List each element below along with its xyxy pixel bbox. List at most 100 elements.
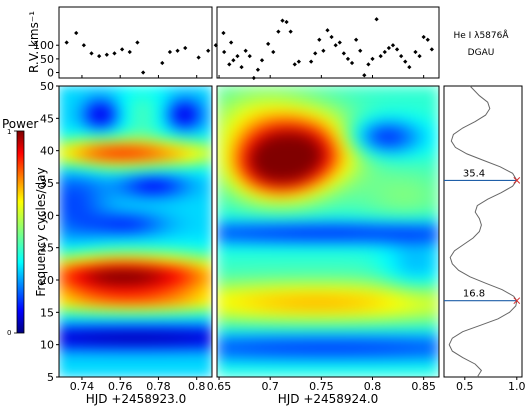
heat-cell-right-25-20 — [370, 212, 378, 220]
heat-cell-left-9-31 — [115, 281, 124, 289]
heat-cell-left-21-37 — [192, 319, 200, 327]
heat-cell-left-0-26 — [59, 249, 66, 258]
heat-cell-left-13-3 — [141, 104, 149, 112]
heat-cell-right-32-26 — [413, 249, 421, 258]
heat-cell-left-19-24 — [179, 237, 187, 245]
heat-cell-left-9-29 — [115, 268, 124, 277]
heat-cell-left-16-31 — [160, 281, 168, 289]
heat-cell-right-13-9 — [296, 142, 304, 150]
heat-cell-right-0-37 — [217, 319, 224, 327]
heat-cell-left-1-19 — [64, 205, 73, 214]
heat-cell-right-2-3 — [228, 104, 236, 112]
heat-cell-right-21-25 — [346, 243, 354, 251]
heat-cell-right-29-3 — [395, 104, 403, 112]
heat-cell-left-0-9 — [59, 142, 66, 150]
heat-cell-left-5-37 — [90, 319, 98, 327]
heat-cell-right-28-27 — [389, 256, 397, 264]
heat-cell-left-19-21 — [179, 218, 187, 226]
heat-cell-right-22-25 — [352, 243, 360, 251]
heat-cell-left-13-38 — [141, 325, 149, 334]
heat-cell-right-7-1 — [259, 91, 267, 100]
heat-cell-right-18-38 — [327, 325, 335, 334]
heat-cell-left-8-4 — [109, 110, 117, 119]
heat-cell-left-17-13 — [166, 167, 175, 176]
heat-cell-left-0-15 — [59, 180, 66, 188]
heat-cell-right-0-23 — [217, 231, 224, 239]
heat-cell-right-27-43 — [383, 357, 391, 365]
heat-cell-right-17-16 — [321, 186, 329, 195]
heat-cell-left-23-21 — [205, 218, 212, 226]
heat-cell-right-17-38 — [321, 325, 329, 334]
heat-cell-right-8-36 — [265, 313, 273, 321]
heat-cell-right-16-34 — [315, 300, 323, 308]
heat-cell-right-30-22 — [401, 224, 409, 232]
heat-cell-right-10-9 — [278, 142, 286, 150]
heat-cell-right-4-44 — [241, 363, 249, 372]
heat-cell-right-3-11 — [235, 155, 243, 163]
heat-cell-right-20-16 — [339, 186, 347, 195]
heat-cell-left-1-40 — [64, 338, 73, 346]
heat-cell-right-4-32 — [241, 287, 249, 296]
heat-cell-right-27-45 — [383, 370, 391, 377]
heat-cell-right-7-15 — [259, 180, 267, 188]
heat-cell-right-19-22 — [333, 224, 341, 232]
heat-cell-right-1-28 — [222, 262, 230, 270]
heat-cell-right-11-5 — [284, 117, 292, 125]
heat-cell-right-27-15 — [383, 180, 391, 188]
heat-cell-left-9-37 — [115, 319, 124, 327]
heat-cell-right-1-20 — [222, 212, 230, 220]
heat-cell-right-16-45 — [315, 370, 323, 377]
heat-cell-right-26-8 — [376, 136, 384, 144]
heat-cell-right-21-24 — [346, 237, 354, 245]
heat-cell-right-27-28 — [383, 262, 391, 270]
heat-cell-left-5-38 — [90, 325, 98, 334]
rv-point-left-4 — [97, 54, 102, 59]
heat-cell-left-22-34 — [198, 300, 207, 308]
heat-cell-right-18-20 — [327, 212, 335, 220]
heat-cell-right-21-44 — [346, 363, 354, 372]
heat-cell-right-1-12 — [222, 161, 230, 169]
heat-cell-right-6-32 — [253, 287, 261, 296]
heat-cell-left-0-1 — [59, 91, 66, 100]
heat-cell-right-2-29 — [228, 268, 236, 277]
heat-cell-right-22-16 — [352, 186, 360, 195]
heat-cell-left-21-34 — [192, 300, 200, 308]
heat-cell-left-6-41 — [96, 344, 105, 353]
heat-cell-right-18-36 — [327, 313, 335, 321]
heat-cell-left-10-35 — [122, 306, 130, 315]
heat-cell-left-13-33 — [141, 294, 149, 302]
heat-cell-left-12-40 — [135, 338, 143, 346]
heat-cell-left-0-12 — [59, 161, 66, 169]
heat-cell-right-8-27 — [265, 256, 273, 264]
heat-cell-right-33-15 — [420, 180, 428, 188]
periodogram-frame — [443, 85, 523, 378]
heat-cell-right-20-40 — [339, 338, 347, 346]
heat-cell-left-7-8 — [103, 136, 111, 144]
heat-cell-left-22-24 — [198, 237, 207, 245]
heat-cell-right-0-41 — [217, 344, 224, 353]
heat-cell-left-0-3 — [59, 104, 66, 112]
heat-cell-left-9-38 — [115, 325, 124, 334]
heat-cell-right-16-2 — [315, 98, 323, 106]
heat-cell-left-8-41 — [109, 344, 117, 353]
heat-cell-left-6-1 — [96, 91, 105, 100]
heat-cell-right-16-16 — [315, 186, 323, 195]
heat-cell-left-16-15 — [160, 180, 168, 188]
heat-cell-left-18-1 — [173, 91, 181, 100]
freq-tick-label-8: 45 — [40, 112, 54, 125]
heat-cell-right-34-16 — [426, 186, 434, 195]
heat-cell-right-20-19 — [339, 205, 347, 214]
heat-cell-right-22-33 — [352, 294, 360, 302]
heat-cell-right-21-31 — [346, 281, 354, 289]
heat-cell-left-4-31 — [84, 281, 92, 289]
heat-cell-left-19-15 — [179, 180, 187, 188]
heat-cell-left-21-25 — [192, 243, 200, 251]
heat-cell-left-2-39 — [71, 332, 79, 340]
heat-cell-right-32-9 — [413, 142, 421, 150]
periodogram-x-ticks: 0.5 1.0 — [456, 377, 526, 393]
heat-cell-left-20-27 — [186, 256, 194, 264]
heat-cell-left-10-20 — [122, 212, 130, 220]
heat-cell-left-22-15 — [198, 180, 207, 188]
heat-cell-left-17-11 — [166, 155, 175, 163]
heat-cell-left-17-5 — [166, 117, 175, 125]
